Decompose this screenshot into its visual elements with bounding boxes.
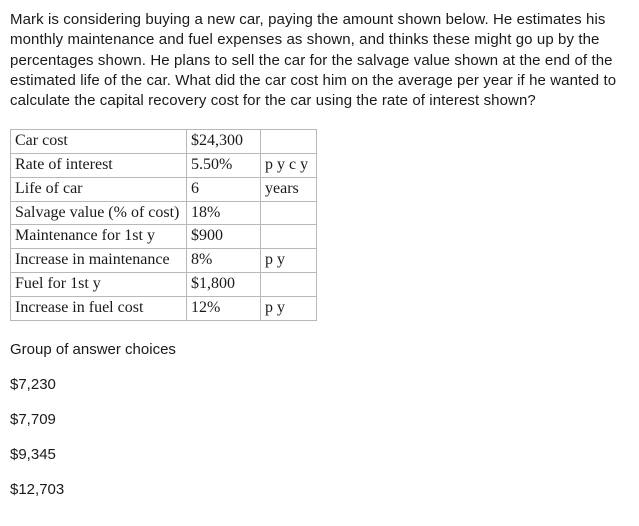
row-label: Rate of interest [11, 154, 187, 178]
row-label: Life of car [11, 177, 187, 201]
row-value: 5.50% [187, 154, 261, 178]
table-row: Car cost $24,300 [11, 130, 317, 154]
row-unit: years [261, 177, 317, 201]
table-row: Rate of interest 5.50% p y c y [11, 154, 317, 178]
table-row: Salvage value (% of cost) 18% [11, 201, 317, 225]
row-label: Increase in maintenance [11, 249, 187, 273]
answer-choice[interactable]: $7,709 [10, 411, 629, 428]
row-unit [261, 273, 317, 297]
row-label: Car cost [11, 130, 187, 154]
answer-choice[interactable]: $7,230 [10, 376, 629, 393]
table-row: Life of car 6 years [11, 177, 317, 201]
row-unit: p y [261, 249, 317, 273]
row-unit [261, 225, 317, 249]
row-value: 6 [187, 177, 261, 201]
row-label: Increase in fuel cost [11, 296, 187, 320]
row-unit [261, 201, 317, 225]
row-label: Maintenance for 1st y [11, 225, 187, 249]
question-text: Mark is considering buying a new car, pa… [10, 10, 629, 111]
table-row: Fuel for 1st y $1,800 [11, 273, 317, 297]
choices-heading: Group of answer choices [10, 341, 629, 358]
row-value: $900 [187, 225, 261, 249]
answer-choice[interactable]: $12,703 [10, 481, 629, 498]
row-value: $24,300 [187, 130, 261, 154]
row-label: Fuel for 1st y [11, 273, 187, 297]
row-value: 8% [187, 249, 261, 273]
row-unit [261, 130, 317, 154]
row-value: 12% [187, 296, 261, 320]
table-row: Maintenance for 1st y $900 [11, 225, 317, 249]
row-value: 18% [187, 201, 261, 225]
data-table: Car cost $24,300 Rate of interest 5.50% … [10, 129, 317, 320]
row-label: Salvage value (% of cost) [11, 201, 187, 225]
row-unit: p y c y [261, 154, 317, 178]
table-row: Increase in fuel cost 12% p y [11, 296, 317, 320]
row-value: $1,800 [187, 273, 261, 297]
answer-choice[interactable]: $9,345 [10, 446, 629, 463]
table-row: Increase in maintenance 8% p y [11, 249, 317, 273]
row-unit: p y [261, 296, 317, 320]
